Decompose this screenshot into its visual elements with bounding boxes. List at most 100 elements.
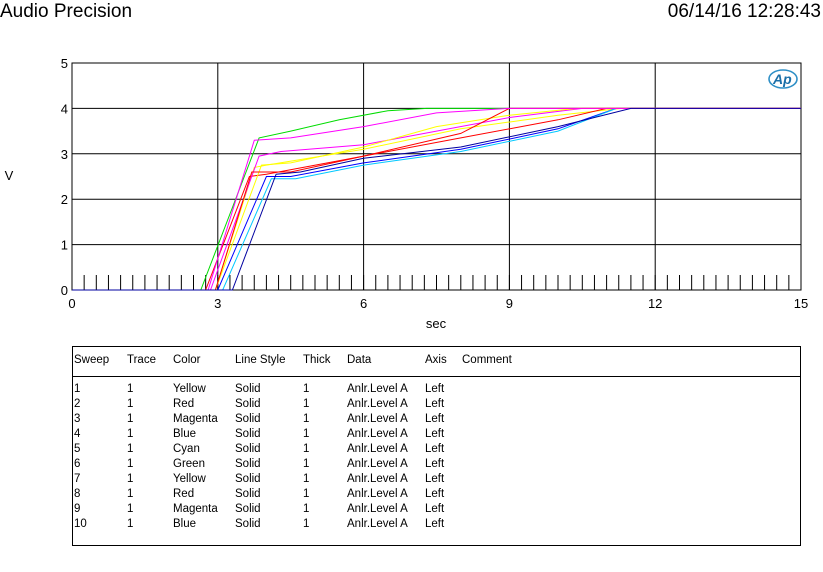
header-trace: Trace: [127, 354, 156, 366]
legend-cell-color: Blue: [173, 518, 197, 530]
series-line-7: [72, 107, 801, 291]
legend-row: 4 1 Blue Solid 1 Anlr.Level A Left: [73, 428, 800, 443]
legend-row: 9 1 Magenta Solid 1 Anlr.Level A Left: [73, 503, 800, 518]
header-axis: Axis: [425, 354, 447, 366]
legend-cell-data: Anlr.Level A: [347, 488, 408, 500]
legend-cell-sweep: 3: [74, 413, 81, 425]
legend-cell-thick: 1: [303, 518, 310, 530]
legend-cell-data: Anlr.Level A: [347, 413, 408, 425]
legend-cell-thick: 1: [303, 488, 310, 500]
legend-cell-trace: 1: [127, 413, 134, 425]
legend-cell-color: Blue: [173, 428, 197, 440]
x-tick-label: 9: [506, 296, 513, 311]
legend-cell-sweep: 1: [74, 383, 81, 395]
legend-row: 10 1 Blue Solid 1 Anlr.Level A Left: [73, 518, 800, 533]
x-axis-label: sec: [426, 316, 447, 331]
legend-cell-color: Yellow: [173, 383, 206, 395]
legend-header-row: Sweep Trace Color Line Style Thick Data …: [73, 347, 800, 377]
legend-cell-sweep: 10: [74, 518, 87, 530]
header-color: Color: [173, 354, 201, 366]
legend-cell-color: Red: [173, 398, 195, 410]
legend-cell-color: Cyan: [173, 443, 200, 455]
x-tick-label: 0: [68, 296, 75, 311]
legend-cell-axis: Left: [425, 443, 445, 455]
legend-cell-axis: Left: [425, 518, 445, 530]
legend-row: 7 1 Yellow Solid 1 Anlr.Level A Left: [73, 473, 800, 488]
legend-cell-line-style: Solid: [235, 473, 261, 485]
header-line-style: Line Style: [235, 354, 286, 366]
x-tick-labels: 0 3 6 9 12 15: [68, 296, 808, 311]
app-title: Audio Precision: [0, 1, 133, 22]
legend-cell-data: Anlr.Level A: [347, 473, 408, 485]
legend-rows: 1 1 Yellow Solid 1 Anlr.Level A Left 2 1 Red Solid…: [73, 383, 800, 533]
legend-cell-data: Anlr.Level A: [347, 428, 408, 440]
legend-cell-thick: 1: [303, 413, 310, 425]
x-tick-label: 15: [794, 296, 808, 311]
header-sweep: Sweep: [74, 354, 110, 366]
ap-logo-ring: [768, 69, 798, 89]
y-tick-labels: 0 1 2 3 4 5: [61, 56, 68, 298]
y-tick-label: 4: [61, 101, 68, 116]
legend-cell-data: Anlr.Level A: [347, 443, 408, 455]
legend-cell-line-style: Solid: [235, 443, 261, 455]
legend-cell-trace: 1: [127, 488, 134, 500]
legend-row: 6 1 Green Solid 1 Anlr.Level A Left: [73, 458, 800, 473]
series-line-9: [72, 107, 801, 291]
legend-cell-sweep: 2: [74, 398, 81, 410]
header-thick: Thick: [303, 354, 331, 366]
ap-logo-text: Ap: [772, 71, 792, 87]
series-line-10: [72, 107, 801, 291]
header-data: Data: [347, 354, 372, 366]
ap-logo: Ap: [768, 69, 798, 89]
legend-cell-trace: 1: [127, 398, 134, 410]
legend-cell-axis: Left: [425, 428, 445, 440]
legend-cell-data: Anlr.Level A: [347, 518, 408, 530]
legend-cell-data: Anlr.Level A: [347, 383, 408, 395]
legend-cell-thick: 1: [303, 443, 310, 455]
x-tick-label: 3: [214, 296, 221, 311]
legend-cell-thick: 1: [303, 503, 310, 515]
legend-row: 2 1 Red Solid 1 Anlr.Level A Left: [73, 398, 800, 413]
y-axis-label: V: [5, 168, 14, 183]
legend-cell-axis: Left: [425, 413, 445, 425]
legend-row: 3 1 Magenta Solid 1 Anlr.Level A Left: [73, 413, 800, 428]
legend-cell-line-style: Solid: [235, 383, 261, 395]
legend-cell-axis: Left: [425, 473, 445, 485]
legend-cell-thick: 1: [303, 458, 310, 470]
legend-row: 8 1 Red Solid 1 Anlr.Level A Left: [73, 488, 800, 503]
legend-cell-data: Anlr.Level A: [347, 458, 408, 470]
legend-cell-sweep: 8: [74, 488, 81, 500]
series-group: [72, 107, 801, 291]
legend-cell-thick: 1: [303, 398, 310, 410]
series-line-4: [72, 107, 801, 291]
legend-cell-sweep: 7: [74, 473, 81, 485]
series-line-3: [72, 107, 801, 291]
legend-cell-trace: 1: [127, 458, 134, 470]
legend-cell-color: Magenta: [173, 503, 218, 515]
legend-cell-line-style: Solid: [235, 458, 261, 470]
legend-cell-thick: 1: [303, 428, 310, 440]
y-tick-label: 5: [61, 56, 68, 71]
legend-row: 5 1 Cyan Solid 1 Anlr.Level A Left: [73, 443, 800, 458]
y-tick-label: 1: [61, 238, 68, 253]
legend-cell-trace: 1: [127, 473, 134, 485]
legend-cell-line-style: Solid: [235, 518, 261, 530]
legend-cell-data: Anlr.Level A: [347, 398, 408, 410]
legend-cell-trace: 1: [127, 383, 134, 395]
legend-cell-color: Green: [173, 458, 205, 470]
legend-cell-sweep: 6: [74, 458, 81, 470]
legend-cell-axis: Left: [425, 383, 445, 395]
x-tick-label: 6: [360, 296, 367, 311]
legend-cell-color: Magenta: [173, 413, 218, 425]
y-tick-label: 2: [61, 192, 68, 207]
series-line-5: [72, 107, 801, 291]
legend-cell-line-style: Solid: [235, 428, 261, 440]
legend-cell-line-style: Solid: [235, 398, 261, 410]
legend-cell-trace: 1: [127, 443, 134, 455]
legend-cell-axis: Left: [425, 398, 445, 410]
plot-area: [71, 62, 802, 291]
legend-cell-line-style: Solid: [235, 488, 261, 500]
series-line-8: [72, 107, 801, 291]
legend-cell-color: Yellow: [173, 473, 206, 485]
